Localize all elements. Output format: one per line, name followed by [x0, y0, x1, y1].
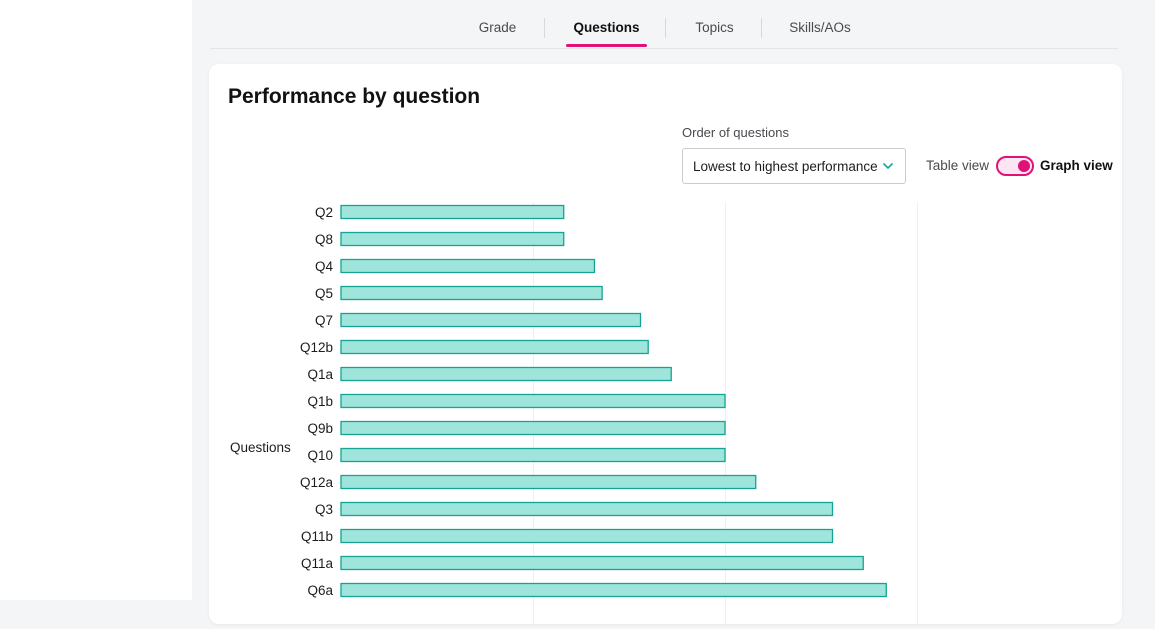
performance-chart: Questions Q2 Q8 Q4 Q5 Q7 Q12b Q1a Q1b Q9b Q10 Q12a…	[209, 202, 1122, 624]
toggle-knob	[1018, 160, 1030, 172]
tick-label-q5: Q5	[315, 286, 333, 301]
performance-card: Performance by question Order of questio…	[209, 64, 1122, 624]
tick-label-q2: Q2	[315, 205, 333, 220]
graph-view-label: Graph view	[1040, 158, 1113, 173]
tab-bar: Grade Questions Topics Skills/AOs	[210, 0, 1118, 49]
tab-questions[interactable]: Questions	[566, 0, 647, 47]
bar-q1b[interactable]	[340, 393, 726, 409]
tick-label-q12a: Q12a	[300, 475, 334, 490]
bar-q9b[interactable]	[340, 420, 726, 436]
tab-topics[interactable]: Topics	[684, 0, 745, 47]
tab-divider	[761, 18, 762, 38]
bar-q10[interactable]	[340, 447, 726, 463]
tick-label-q11a: Q11a	[301, 556, 334, 571]
tab-questions-label: Questions	[573, 20, 640, 35]
tab-topics-label: Topics	[695, 20, 734, 35]
tick-label-q6a: Q6a	[307, 583, 333, 598]
tab-skills-aos[interactable]: Skills/AOs	[782, 0, 858, 47]
bar-q11b[interactable]	[340, 528, 834, 544]
tab-grade[interactable]: Grade	[465, 0, 530, 47]
order-of-questions-label: Order of questions	[682, 125, 789, 140]
y-axis-title: Questions	[230, 440, 291, 455]
tick-label-q12b: Q12b	[300, 340, 333, 355]
tab-divider	[665, 18, 666, 38]
bar-q12b[interactable]	[340, 339, 649, 355]
view-toggle[interactable]	[996, 156, 1034, 176]
tick-label-q1a: Q1a	[307, 367, 333, 382]
tick-label-q7: Q7	[315, 313, 333, 328]
card-title: Performance by question	[228, 85, 481, 108]
left-panel	[0, 0, 192, 600]
order-of-questions-select[interactable]: Lowest to highest performance	[682, 148, 906, 184]
tab-skills-aos-label: Skills/AOs	[789, 20, 851, 35]
bar-q7[interactable]	[340, 312, 642, 328]
bar-q11a[interactable]	[340, 555, 864, 571]
tick-label-q11b: Q11b	[301, 529, 333, 544]
bar-q8[interactable]	[340, 231, 565, 247]
tick-label-q10: Q10	[307, 448, 333, 463]
bar-q5[interactable]	[340, 285, 603, 301]
active-tab-indicator	[566, 44, 647, 47]
tick-label-q9b: Q9b	[307, 421, 333, 436]
bar-q4[interactable]	[340, 258, 596, 274]
table-view-label: Table view	[926, 158, 990, 173]
bar-q6a[interactable]	[340, 582, 887, 598]
tab-grade-label: Grade	[478, 20, 517, 35]
tick-label-q1b: Q1b	[307, 394, 333, 409]
bar-chart-svg: Q2 Q8 Q4 Q5 Q7 Q12b Q1a Q1b Q9b Q10 Q12a Q3 Q11b Q11a…	[300, 202, 918, 624]
tick-label-q4: Q4	[315, 259, 334, 274]
bar-q1a[interactable]	[340, 366, 672, 382]
bar-q3[interactable]	[340, 501, 834, 517]
bar-q12a[interactable]	[340, 474, 757, 490]
tick-label-q8: Q8	[315, 232, 333, 247]
order-select-value: Lowest to highest performance	[693, 159, 878, 174]
chevron-down-icon	[883, 163, 893, 169]
bar-q2[interactable]	[340, 204, 565, 220]
tab-divider	[544, 18, 545, 38]
tick-label-q3: Q3	[315, 502, 333, 517]
